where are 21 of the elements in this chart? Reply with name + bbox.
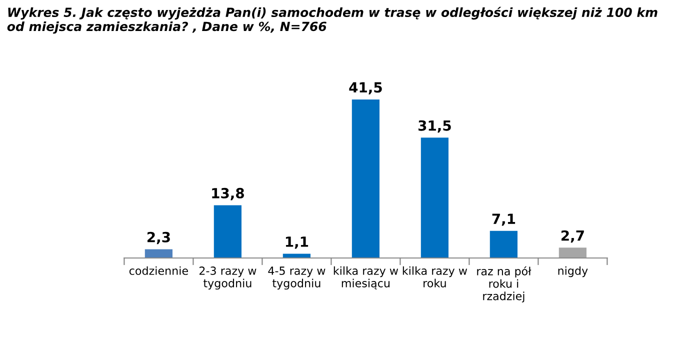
data-label: 7,1: [492, 214, 516, 226]
x-tick-label: raz na pół roku i rzadziej: [477, 266, 532, 302]
x-tick-label: nigdy: [558, 266, 588, 278]
bar: [420, 138, 448, 258]
bar: [214, 205, 242, 258]
bar: [490, 230, 518, 258]
x-tick-label: kilka razy w roku: [402, 266, 468, 288]
x-tick-label: kilka razy w miesiącu: [334, 266, 398, 290]
x-tick-label: codziennie: [129, 266, 188, 275]
data-label: 13,8: [212, 188, 244, 200]
data-label: 41,5: [349, 82, 382, 94]
bar: [144, 249, 172, 258]
data-label: 2,3: [147, 232, 170, 244]
bar: [558, 248, 586, 258]
data-label: 31,5: [418, 120, 451, 133]
bar: [352, 99, 380, 258]
x-tick-label: 2-3 razy w tygodniu: [199, 266, 256, 290]
data-label: 2,7: [561, 230, 584, 243]
chart-title: Wykres 5. Jak często wyjeżdża Pan(i) samochodem w trasę w odległości większej niż 100 km od miejsca zamieszkania? , Dane w %, N=766: [7, 6, 658, 34]
data-label: 1,1: [286, 236, 308, 249]
x-tick-label: 4-5 razy w tygodniu: [268, 266, 326, 290]
